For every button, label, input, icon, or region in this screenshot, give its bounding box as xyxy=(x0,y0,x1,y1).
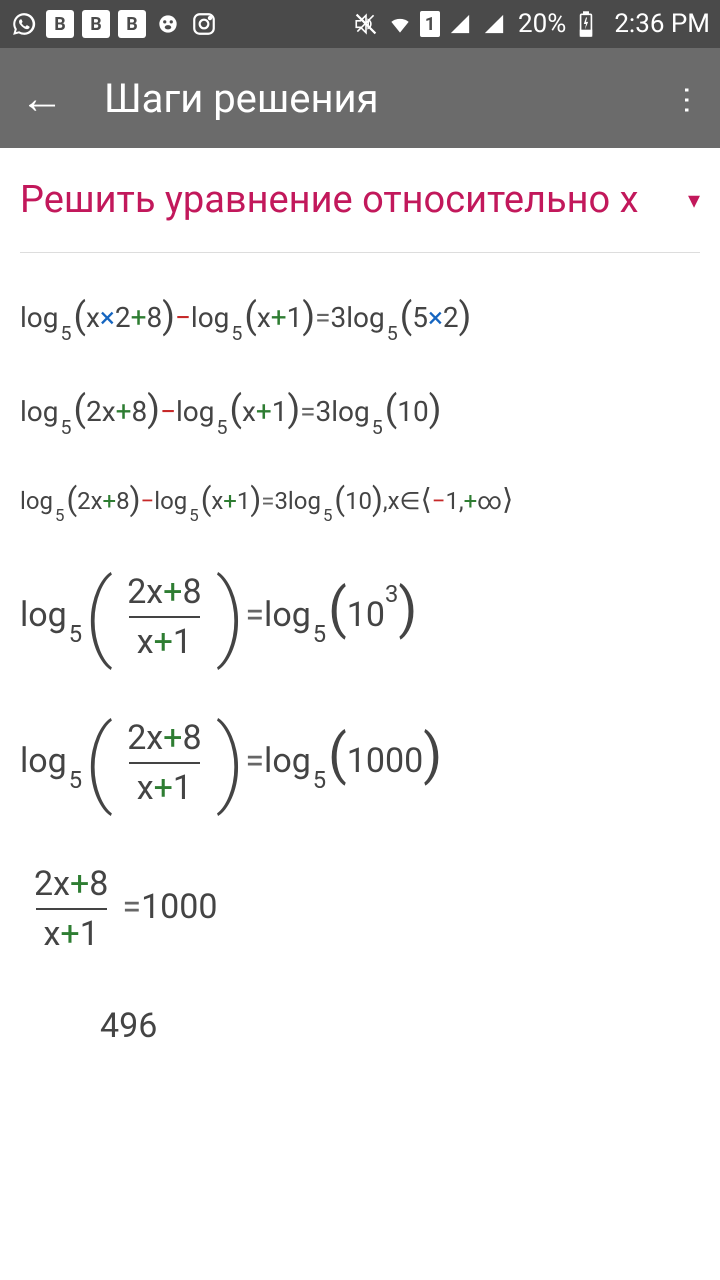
equation-step-4: log5(2x+8x+1)=log5(103) xyxy=(20,568,700,666)
b-icon: B xyxy=(118,10,146,38)
battery-charging-icon xyxy=(572,10,600,38)
battery-percent: 20% xyxy=(518,9,566,39)
signal-icon xyxy=(480,10,508,38)
b-icon: B xyxy=(82,10,110,38)
instagram-icon xyxy=(190,10,218,38)
equation-step-3: log5(2x+8)−log5(x+1)=3log5(10),x∈⟨−1,+∞⟩ xyxy=(20,480,700,520)
clock-time: 2:36 PM xyxy=(614,9,710,39)
b-icon: B xyxy=(46,10,74,38)
cow-icon xyxy=(154,10,182,38)
solve-heading[interactable]: Решить уравнение относительно x ▾ xyxy=(20,178,700,253)
app-bar: ← Шаги решения ⋯ xyxy=(0,48,720,148)
equation-step-1: log5(x×2+8)−log5(x+1)=3log5(5×2) xyxy=(20,293,700,339)
content-area: Решить уравнение относительно x ▾ log5(x… xyxy=(0,148,720,1046)
equation-step-6: 2x+8x+1=1000 xyxy=(20,860,700,958)
vibrate-off-icon xyxy=(352,10,380,38)
equation-step-2: log5(2x+8)−log5(x+1)=3log5(10) xyxy=(20,387,700,433)
status-left-icons: B B B xyxy=(10,10,218,38)
wifi-icon xyxy=(386,10,414,38)
sim-icon: 1 xyxy=(420,11,440,37)
app-title: Шаги решения xyxy=(104,75,673,122)
signal-icon xyxy=(446,10,474,38)
equation-step-5: log5(2x+8x+1)=log5(1000) xyxy=(20,714,700,812)
whatsapp-icon xyxy=(10,10,38,38)
more-menu-icon[interactable]: ⋯ xyxy=(669,85,704,112)
heading-text: Решить уравнение относительно x xyxy=(20,178,682,222)
equation-partial: 496 xyxy=(20,1006,700,1046)
back-arrow-icon[interactable]: ← xyxy=(20,72,64,124)
status-right: 1 20% 2:36 PM xyxy=(352,9,710,39)
dropdown-caret-icon: ▾ xyxy=(688,186,700,214)
status-bar: B B B 1 20% 2:36 PM xyxy=(0,0,720,48)
